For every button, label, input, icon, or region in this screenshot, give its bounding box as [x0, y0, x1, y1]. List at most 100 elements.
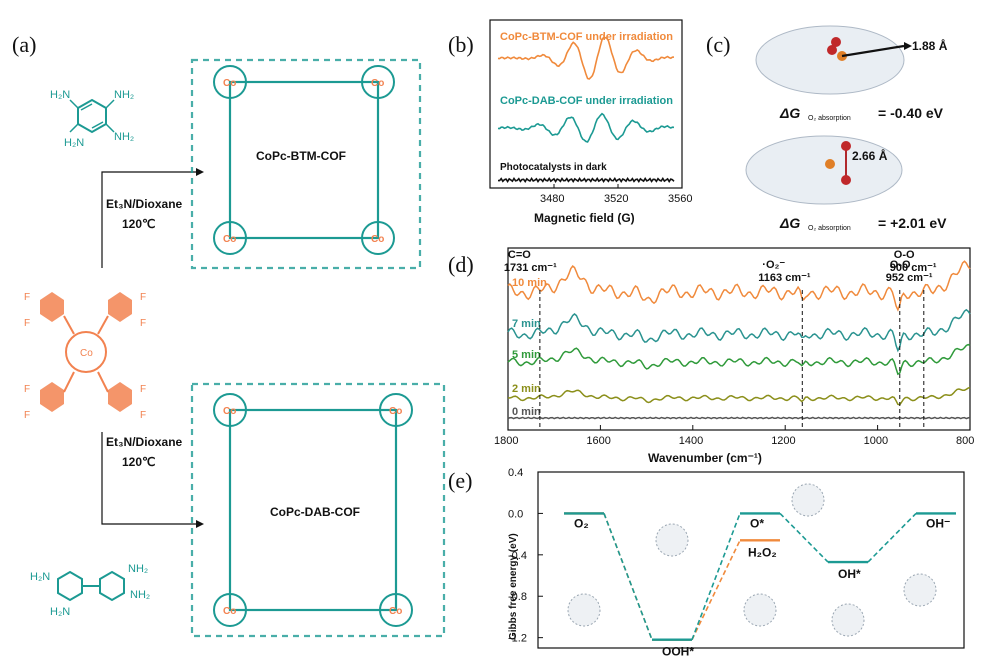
dab-monomer: H₂N H₂N NH₂ NH₂ [30, 563, 150, 618]
epr-legend-1: CoPc-DAB-COF under irradiation [500, 95, 673, 107]
fe-molecule-2 [743, 593, 777, 627]
cof-top-label: CoPc-BTM-COF [256, 149, 346, 163]
ftir-ticklabel-5: 800 [956, 435, 974, 447]
epr-series-1 [497, 112, 675, 143]
fe-connector-1-3 [779, 512, 829, 563]
dab-node-3 [379, 593, 413, 627]
dab-h2n-1: H₂N [30, 571, 50, 583]
ftir-series-4 [507, 416, 971, 420]
structure-1: 1.88 Å ΔG O₂ absorption = -0.40 eV [755, 25, 948, 122]
ftir-xlabel: Wavenumber (cm⁻¹) [648, 451, 762, 465]
fe-state-label-2: O* [750, 516, 764, 530]
epr-xlabel: Magnetic field (G) [534, 211, 635, 225]
fe-connector-1-1 [603, 513, 653, 641]
btm-co-2: Co [223, 234, 236, 245]
ftir-annot-value-3: 900 cm⁻¹ [890, 262, 937, 274]
dab-nh2-2: NH₂ [130, 589, 150, 601]
btm-h2n-2: H₂N [64, 137, 84, 149]
copc-f-3: F [140, 292, 146, 303]
fe-ticklabel-4: -1.2 [508, 633, 527, 645]
dab-h2n-2: H₂N [50, 606, 70, 618]
dab-nh2-1: NH₂ [128, 563, 148, 575]
copc-f-7: F [140, 384, 146, 395]
epr-ticklabel-2: 3560 [668, 193, 692, 205]
dab-co-2: Co [223, 606, 236, 617]
btm-cof-framework [190, 58, 422, 270]
reagent-bottom: Et₃N/Dioxane [106, 435, 183, 449]
copc-f-8: F [140, 410, 146, 421]
epr-frame [489, 19, 683, 189]
copc-f-5: F [24, 384, 30, 395]
ftir-annot-label-0: C=O [508, 249, 531, 261]
fe-molecule-5 [903, 573, 937, 607]
dab-co-1: Co [389, 406, 402, 417]
panel-label-a: (a) [12, 32, 36, 57]
fe-state-label-1: OOH* [662, 645, 694, 659]
fe-state-label-3: OH* [838, 567, 861, 581]
ftir-label-2: 5 min [512, 349, 541, 361]
btm-node-2 [213, 221, 247, 255]
btm-node-0 [213, 65, 247, 99]
fe-ticklabel-3: -0.8 [508, 591, 527, 603]
fe-ylabel: Gibbs free energy (eV) [508, 533, 519, 640]
reagent-top: Et₃N/Dioxane [106, 197, 183, 211]
eq2-sub: O₂ absorption [808, 225, 851, 232]
fe-connector-1-2 [691, 513, 741, 641]
epr-series-2 [498, 177, 675, 183]
btm-co-3: Co [371, 234, 384, 245]
ftir-annot-label-2: O-O [890, 259, 911, 271]
dab-cof-framework [190, 382, 446, 638]
eq2-rhs: = +2.01 eV [878, 215, 947, 231]
structure-2: 2.66 Å ΔG O₂ absorption = +2.01 eV [745, 135, 947, 232]
panel-a-scheme: NH₂ NH₂ H₂N H₂N Co F F F F F F F F [24, 58, 446, 638]
fe-ticklabel-2: -0.4 [508, 550, 527, 562]
btm-nh2-2: NH₂ [114, 131, 134, 143]
copc-f-2: F [24, 318, 30, 329]
ftir-ticklabel-0: 1800 [494, 435, 518, 447]
dab-cof-nodes: Co Co Co Co [213, 393, 413, 627]
reaction-arrows: Et₃N/Dioxane 120℃ Et₃N/Dioxane 120℃ [101, 168, 204, 528]
btm-nh2-1: NH₂ [114, 89, 134, 101]
epr-ticklabel-1: 3520 [604, 193, 628, 205]
fe-molecule-4 [831, 603, 865, 637]
ftir-ticklabel-2: 1400 [679, 435, 703, 447]
copc-f16-monomer: Co F F F F F F F F [24, 292, 146, 421]
epr-legend-2: Photocatalysts in dark [500, 162, 607, 173]
copc-f-1: F [24, 292, 30, 303]
ftir-label-1: 7 min [512, 318, 541, 330]
ftir-annot-value-1: 1163 cm⁻¹ [758, 272, 811, 284]
fe-state-label-0: O₂ [574, 516, 589, 530]
fe-connector-0-2 [691, 539, 741, 641]
ftir-ticklabel-4: 1000 [864, 435, 888, 447]
panel-e-free-energy: 0.4 0.0 -0.4 -0.8 -1.2 O₂ OOH* O* OH* OH⁻ H₂O₂ Gi… [508, 467, 965, 659]
ftir-frame [507, 247, 971, 431]
ftir-series-1 [507, 308, 971, 353]
btm-co-0: Co [223, 78, 236, 89]
fe-ticklabel-1: 0.0 [508, 508, 523, 520]
btm-co-1: Co [371, 78, 384, 89]
fe-state-label-h2o2: H₂O₂ [748, 545, 777, 559]
ftir-series-3 [507, 386, 971, 406]
btm-h2n-1: H₂N [50, 89, 70, 101]
btm-node-3 [361, 221, 395, 255]
copc-co-label: Co [80, 348, 93, 359]
dab-node-0 [213, 393, 247, 427]
fe-molecule-3 [791, 483, 825, 517]
ftir-label-3: 2 min [512, 383, 541, 395]
distance-2: 2.66 Å [852, 148, 888, 163]
fe-molecule-pictures [567, 483, 937, 637]
fe-molecule-0 [567, 593, 601, 627]
fe-molecule-1 [655, 523, 689, 557]
ftir-label-4: 0 min [512, 406, 541, 418]
dab-co-0: Co [223, 406, 236, 417]
ftir-ticklabel-1: 1600 [586, 435, 610, 447]
panel-label-e: (e) [448, 468, 472, 493]
ftir-series-0 [507, 260, 971, 312]
panel-label-b: (b) [448, 32, 474, 57]
eq1-lhs: ΔG [779, 105, 800, 121]
fe-ticklabel-0: 0.4 [508, 467, 523, 479]
dab-co-3: Co [389, 606, 402, 617]
eq1-sub: O₂ absorption [808, 115, 851, 122]
